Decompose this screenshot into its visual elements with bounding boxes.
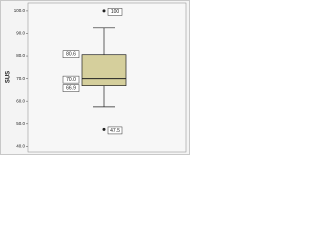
value-label-box [62,84,80,92]
box [81,54,127,86]
page: SUS 40.0 50.0 60.0 70.0 80.0 90.0 100.0 80.6 70.… [0,0,190,155]
value-label: 47.5 [110,128,120,134]
value-label-box [107,126,123,135]
y-tick-label: 40.0 [16,144,25,149]
value-label: 80.6 [66,52,76,58]
value-label: 66.9 [66,85,76,91]
outlier [102,9,106,13]
y-tick-label: 100.0 [14,8,26,13]
y-tick-label: 50.0 [16,121,25,126]
y-tick-label: 60.0 [16,98,25,103]
y-tick-label: 90.0 [16,31,25,36]
value-label-box [62,50,80,58]
value-label: 70.0 [66,77,76,83]
value-label-box [62,75,80,84]
value-label: 100 [111,9,120,15]
value-label-box [107,8,123,16]
y-tick-label: 80.0 [16,53,25,58]
y-tick-label: 70.0 [16,76,25,81]
y-axis-label: SUS [6,71,12,83]
outlier [102,127,106,131]
chart: SUS 40.0 50.0 60.0 70.0 80.0 90.0 100.0 80.6 70.… [0,0,190,155]
